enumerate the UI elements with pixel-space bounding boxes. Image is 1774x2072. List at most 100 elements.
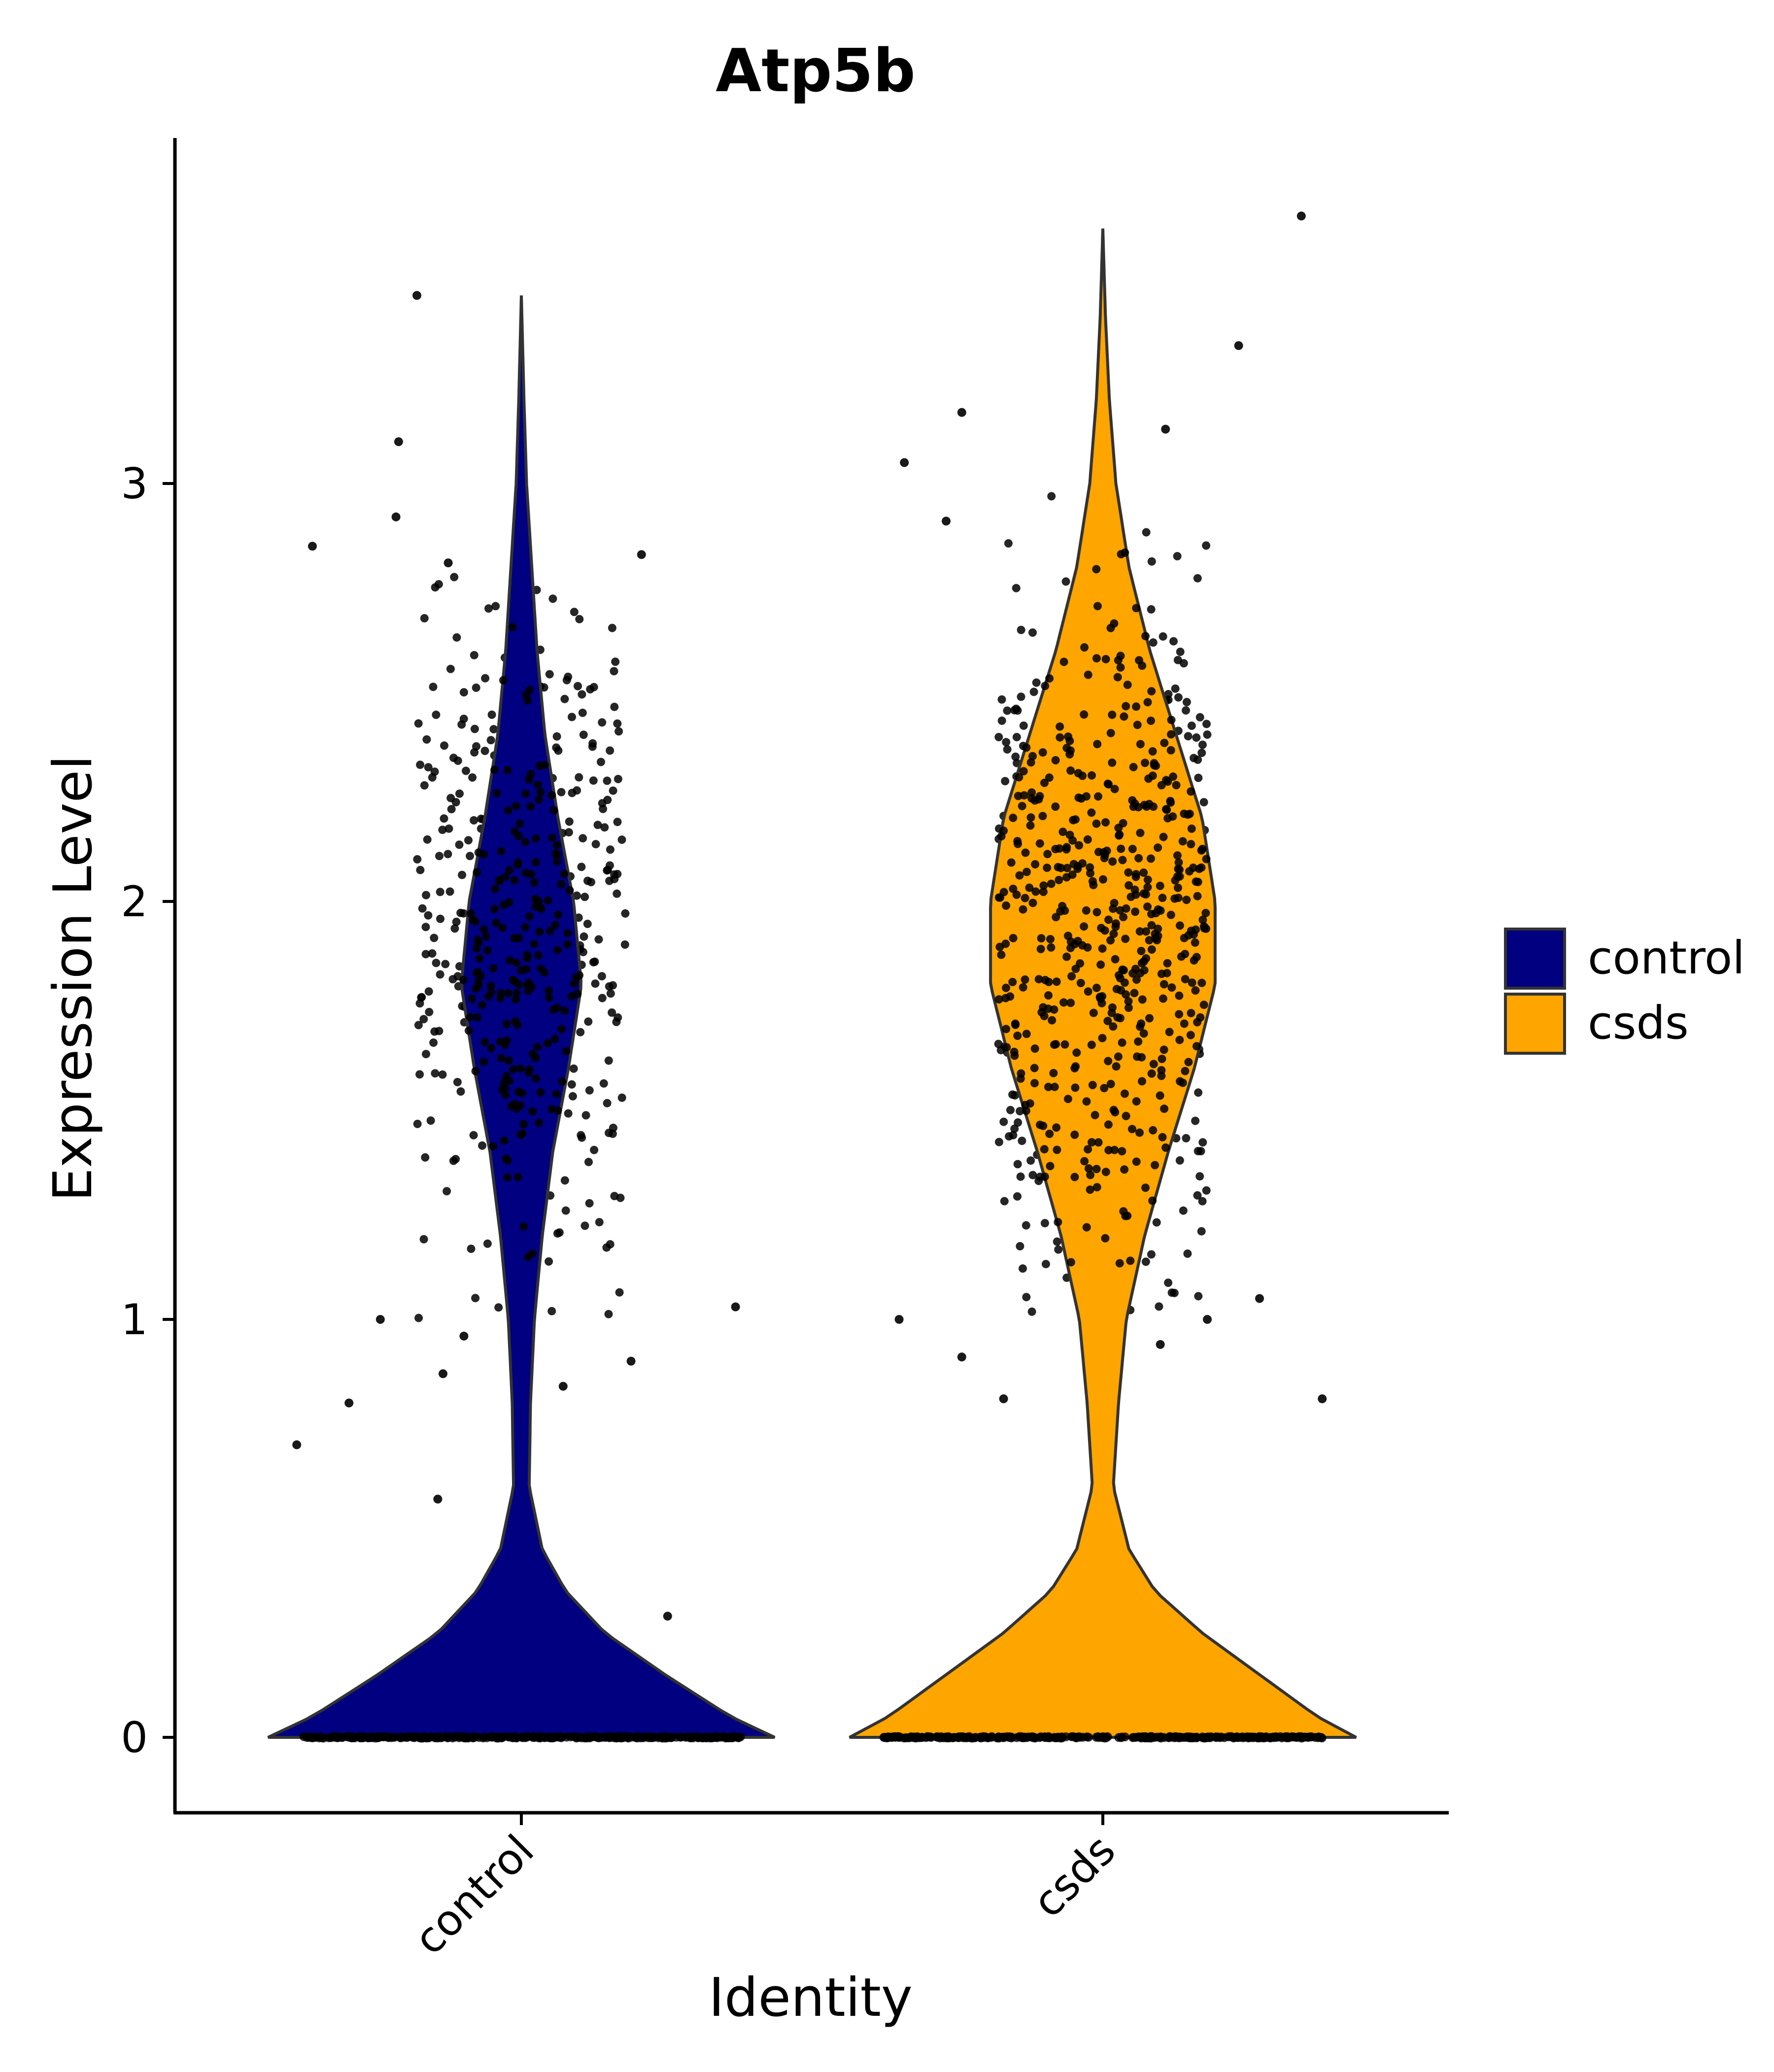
data-point-csds <box>1137 959 1146 967</box>
data-point-control <box>535 795 543 804</box>
data-point-csds <box>1147 687 1156 695</box>
outlier-point-control <box>292 1440 302 1450</box>
data-point-control <box>613 818 622 827</box>
data-point-csds <box>1173 552 1182 560</box>
data-point-csds <box>1114 1052 1123 1061</box>
outlier-point-csds <box>999 1394 1008 1404</box>
data-point-csds <box>1018 1137 1026 1145</box>
data-point-control <box>516 1064 525 1073</box>
data-point-csds <box>1005 1132 1014 1141</box>
data-point-csds <box>1044 1004 1053 1013</box>
data-point-control <box>428 949 437 958</box>
data-point-csds <box>1133 721 1142 729</box>
data-point-csds <box>1137 1053 1146 1062</box>
data-point-control <box>545 1257 553 1266</box>
data-point-csds <box>1166 796 1175 805</box>
data-point-control <box>473 935 482 944</box>
data-point-csds <box>1142 927 1151 936</box>
zero-point-control <box>375 1732 384 1742</box>
zero-point-csds <box>1303 1733 1313 1742</box>
data-point-control <box>573 990 582 999</box>
zero-point-csds <box>1316 1733 1326 1742</box>
data-point-control <box>570 608 579 617</box>
data-point-control <box>615 1288 624 1297</box>
data-point-control <box>593 821 602 829</box>
data-point-control <box>553 857 562 866</box>
data-point-csds <box>1110 619 1119 628</box>
data-point-csds <box>1101 818 1110 827</box>
data-point-csds <box>1054 1245 1063 1254</box>
data-point-control <box>545 670 554 679</box>
data-point-control <box>590 1145 599 1154</box>
data-point-control <box>446 794 455 802</box>
data-point-csds <box>1021 848 1030 857</box>
legend-label-csds: csds <box>1588 997 1689 1049</box>
data-point-csds <box>1031 860 1040 869</box>
data-point-control <box>597 972 606 981</box>
data-point-csds <box>1041 682 1050 691</box>
zero-point-control <box>493 1733 503 1743</box>
data-point-control <box>470 725 479 733</box>
data-point-csds <box>1138 995 1147 1004</box>
data-point-control <box>509 1065 517 1074</box>
data-point-csds <box>1109 1022 1118 1031</box>
data-point-control <box>557 880 566 889</box>
data-point-control <box>553 910 562 919</box>
data-point-csds <box>1192 877 1200 886</box>
data-point-control <box>579 730 588 739</box>
data-point-csds <box>1100 1084 1109 1093</box>
data-point-csds <box>1192 733 1201 742</box>
data-point-control <box>444 824 453 833</box>
data-point-control <box>603 795 612 804</box>
data-point-control <box>506 956 514 965</box>
zero-point-control <box>316 1732 325 1742</box>
data-point-control <box>438 1070 447 1079</box>
data-point-control <box>420 614 429 622</box>
data-point-csds <box>1011 1091 1020 1100</box>
data-point-control <box>602 1243 611 1252</box>
data-point-csds <box>1083 835 1092 844</box>
data-point-control <box>543 1039 552 1048</box>
data-point-control <box>453 1078 462 1086</box>
data-point-csds <box>1034 795 1043 804</box>
data-point-csds <box>1021 894 1029 902</box>
data-point-control <box>521 837 530 846</box>
data-point-control <box>580 1221 589 1230</box>
data-point-csds <box>1144 774 1153 783</box>
data-point-control <box>472 944 481 953</box>
data-point-csds <box>1040 1219 1049 1228</box>
y-tick-label: 1 <box>121 1295 148 1345</box>
data-point-control <box>441 960 450 968</box>
data-point-control <box>614 727 623 736</box>
data-point-csds <box>1080 922 1089 931</box>
data-point-csds <box>1021 975 1029 984</box>
data-point-csds <box>1012 733 1021 741</box>
data-point-control <box>502 1072 511 1081</box>
data-point-control <box>545 993 553 1002</box>
data-point-csds <box>1002 901 1011 910</box>
data-point-csds <box>1040 1145 1049 1154</box>
violin-control <box>267 295 776 1739</box>
data-point-csds <box>1038 748 1047 757</box>
zero-point-control <box>426 1732 435 1742</box>
data-point-csds <box>1039 888 1048 896</box>
data-point-control <box>415 999 424 1008</box>
data-point-csds <box>1016 1242 1024 1250</box>
data-point-control <box>466 1013 475 1022</box>
data-point-control <box>440 741 448 750</box>
data-point-control <box>557 788 566 796</box>
data-point-control <box>452 633 461 642</box>
data-point-csds <box>1101 1234 1110 1243</box>
data-point-csds <box>1094 1138 1103 1147</box>
outlier-point-csds <box>1234 341 1243 350</box>
data-point-csds <box>1178 837 1187 846</box>
data-point-csds <box>1119 966 1128 974</box>
chart-title: Atp5b <box>716 37 916 105</box>
data-point-csds <box>1029 688 1038 696</box>
data-point-control <box>416 760 425 769</box>
data-point-csds <box>1084 670 1092 679</box>
data-point-control <box>515 819 524 828</box>
data-point-control <box>450 924 459 933</box>
data-point-csds <box>1147 605 1156 614</box>
data-point-control <box>494 1303 503 1312</box>
